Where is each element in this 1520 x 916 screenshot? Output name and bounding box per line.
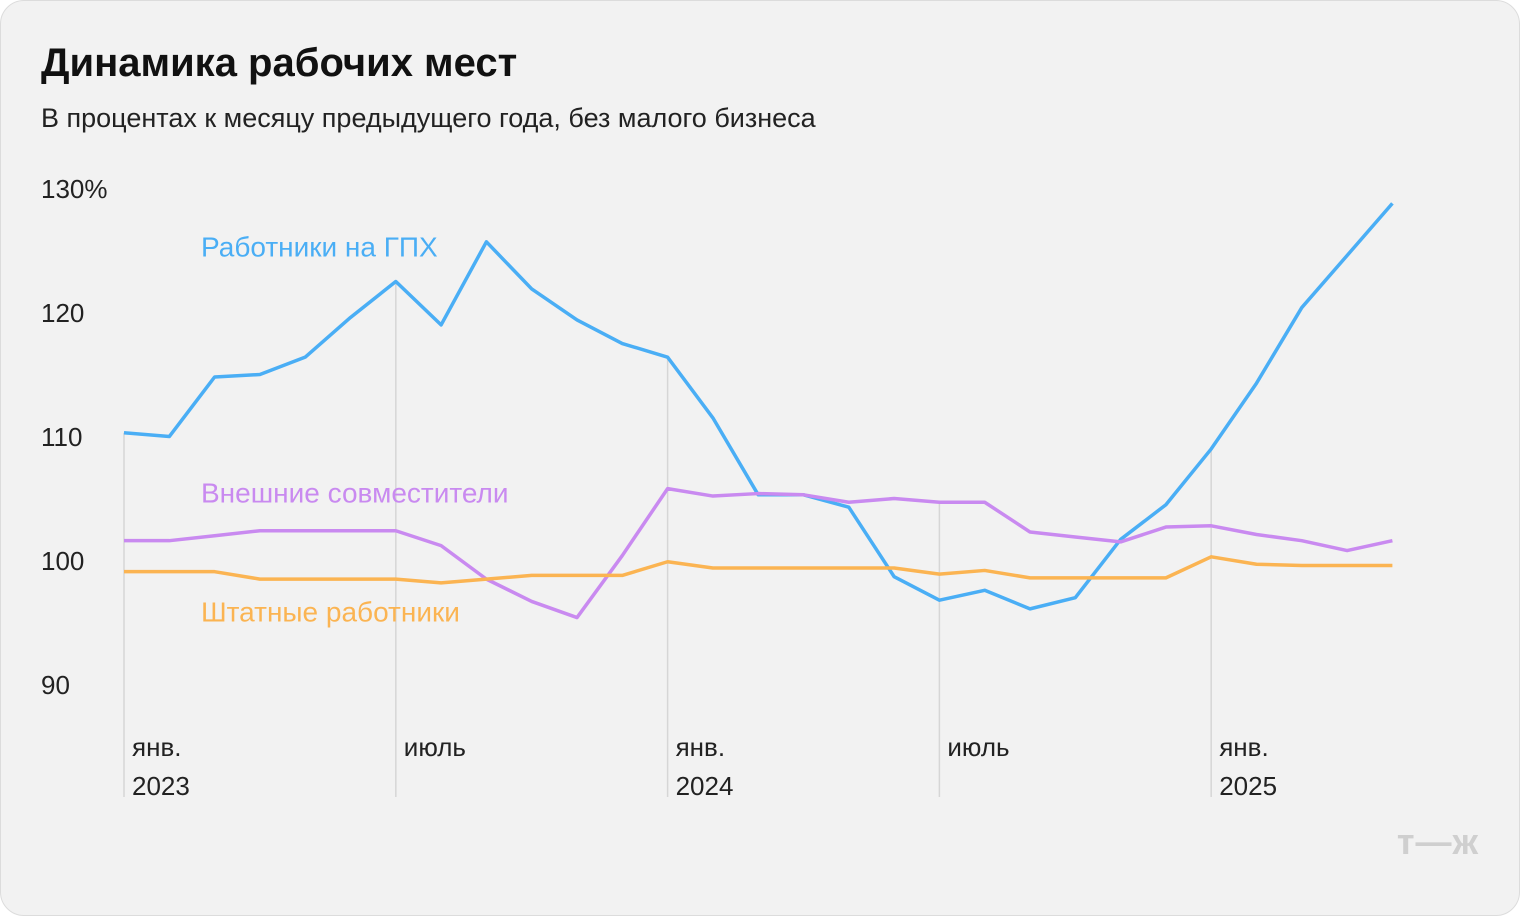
y-tick-label: 130% [41, 174, 108, 204]
series-label: Работники на ГПХ [201, 231, 438, 262]
y-tick-label: 90 [41, 670, 70, 700]
chart-title: Динамика рабочих мест [41, 41, 518, 85]
logo: т—ж [1396, 821, 1479, 862]
series-line [123, 202, 1394, 611]
x-tick-label: янв. 2024 [675, 732, 734, 801]
series-label: Штатные работники [201, 596, 460, 627]
y-tick-label: 120 [41, 298, 84, 328]
chart-subtitle: В процентах к месяцу предыдущего года, б… [41, 103, 816, 133]
series-line [124, 486, 1393, 620]
y-tick-label: 100 [41, 546, 84, 576]
x-tick-label: июль [403, 732, 466, 762]
x-tick-label: июль [947, 732, 1010, 762]
series-label: Внешние совместители [201, 477, 509, 508]
x-tick-label: янв. 2023 [132, 732, 190, 801]
x-tick-label: янв. 2025 [1219, 732, 1278, 801]
y-tick-label: 110 [41, 422, 82, 452]
series-line [124, 555, 1393, 585]
